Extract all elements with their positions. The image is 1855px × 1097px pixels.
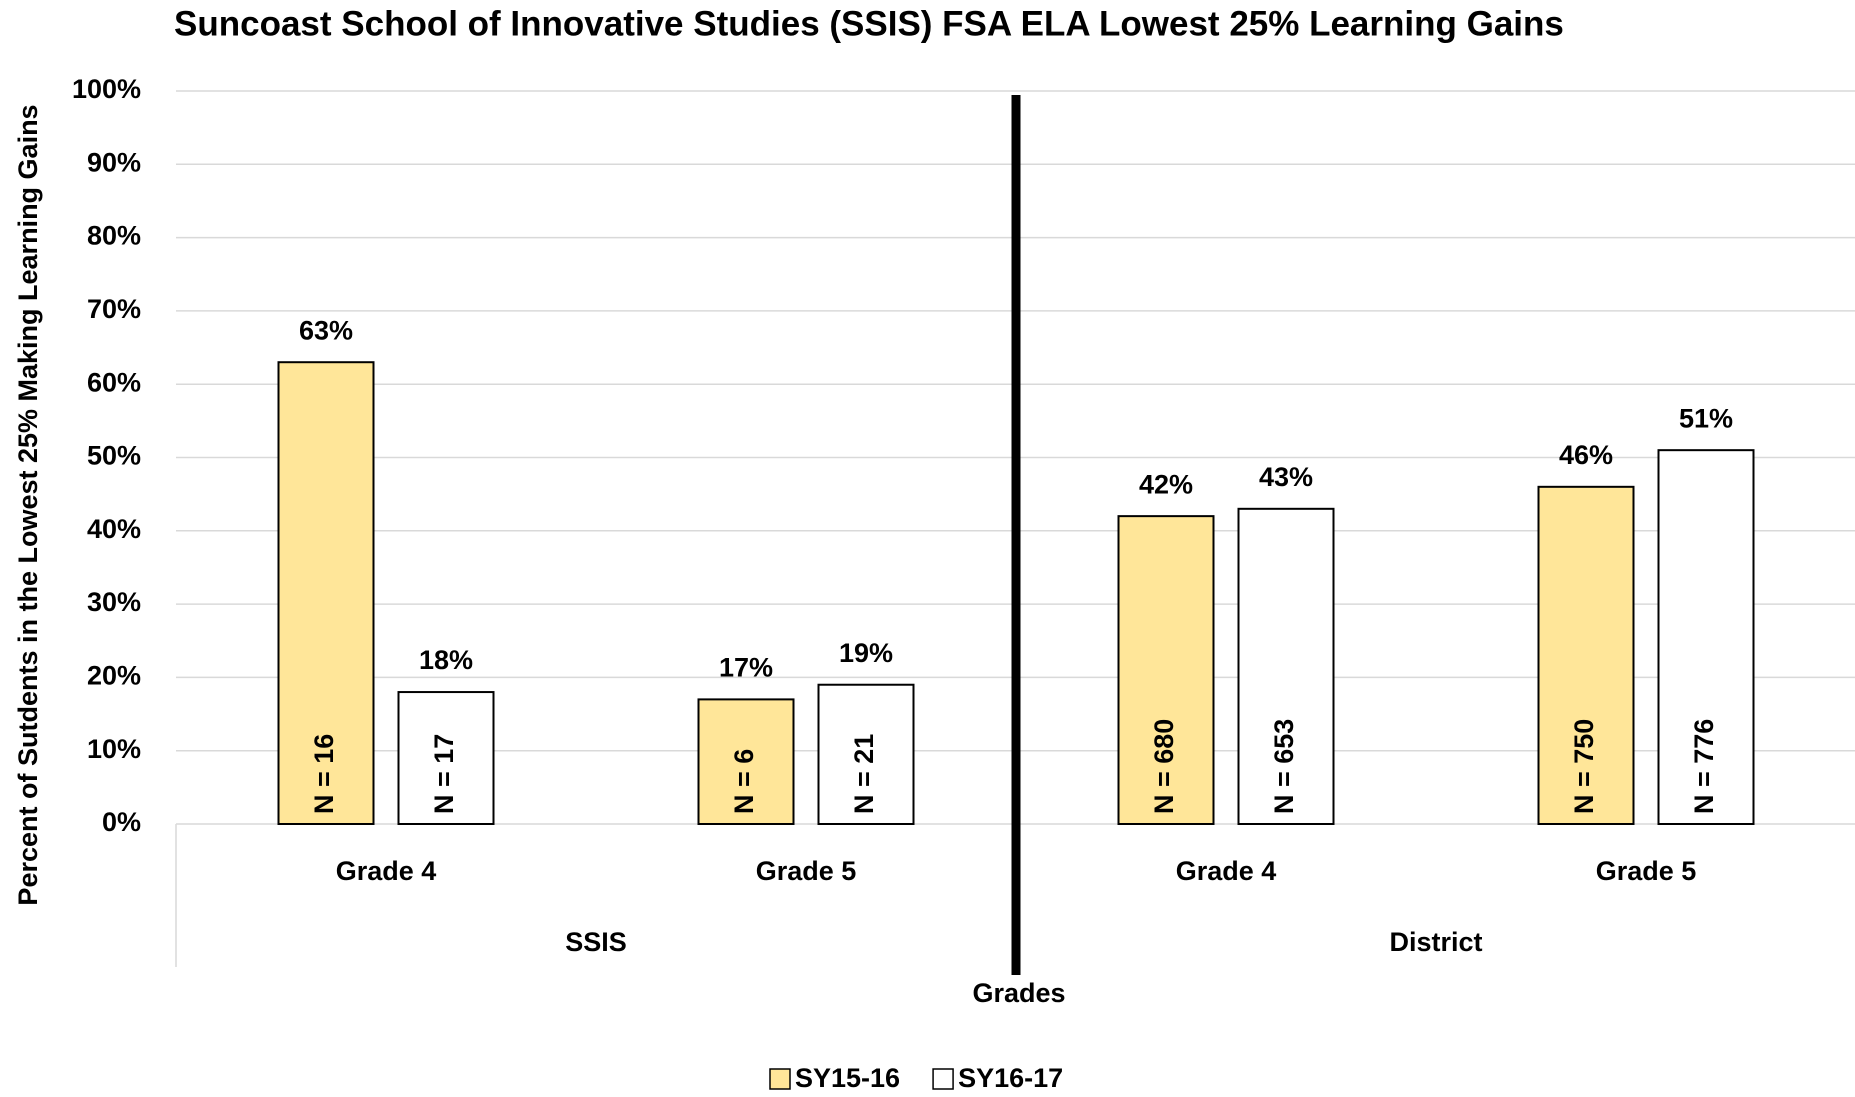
data-label: 42%	[1139, 469, 1193, 499]
bar	[1657, 449, 1755, 825]
x-tick-label: Grade 5	[756, 856, 857, 886]
data-label: 43%	[1259, 462, 1313, 492]
n-label: N = 6	[729, 749, 759, 814]
y-tick-label: 40%	[87, 514, 141, 544]
bar	[1537, 485, 1635, 825]
y-tick-label: 60%	[87, 367, 141, 397]
group-label: District	[1389, 927, 1482, 957]
legend-swatch	[769, 1068, 791, 1090]
y-tick-label: 0%	[102, 807, 141, 837]
n-label: N = 16	[309, 734, 339, 814]
y-tick-label: 20%	[87, 661, 141, 691]
n-label: N = 750	[1569, 719, 1599, 814]
x-axis-label: Grades	[972, 978, 1065, 1008]
y-tick-label: 50%	[87, 441, 141, 471]
x-tick-label: Grade 5	[1596, 856, 1697, 886]
y-axis-label: Percent of Sutdents in the Lowest 25% Ma…	[13, 104, 43, 905]
x-tick-label: Grade 4	[336, 856, 437, 886]
y-tick-label: 100%	[72, 74, 141, 104]
n-label: N = 776	[1689, 719, 1719, 814]
n-label: N = 680	[1149, 719, 1179, 814]
bar	[1117, 515, 1215, 825]
legend-label: SY16-17	[958, 1063, 1063, 1093]
n-label: N = 21	[849, 734, 879, 814]
data-label: 63%	[299, 315, 353, 345]
data-label: 18%	[419, 645, 473, 675]
legend-label: SY15-16	[795, 1063, 900, 1093]
data-label: 19%	[839, 638, 893, 668]
bar	[277, 361, 375, 825]
data-label: 17%	[719, 653, 773, 683]
y-tick-label: 80%	[87, 221, 141, 251]
group-label: SSIS	[565, 927, 627, 957]
data-label: 46%	[1559, 440, 1613, 470]
legend-swatch	[932, 1068, 954, 1090]
y-tick-label: 30%	[87, 587, 141, 617]
y-tick-label: 10%	[87, 734, 141, 764]
y-tick-label: 70%	[87, 294, 141, 324]
bar	[817, 683, 915, 825]
chart-title: Suncoast School of Innovative Studies (S…	[174, 4, 1564, 43]
data-label: 51%	[1679, 403, 1733, 433]
n-label: N = 653	[1269, 719, 1299, 814]
bar	[1237, 507, 1335, 825]
n-label: N = 17	[429, 734, 459, 814]
bar	[397, 691, 495, 825]
bar	[697, 698, 795, 826]
y-tick-label: 90%	[87, 147, 141, 177]
x-tick-label: Grade 4	[1176, 856, 1277, 886]
